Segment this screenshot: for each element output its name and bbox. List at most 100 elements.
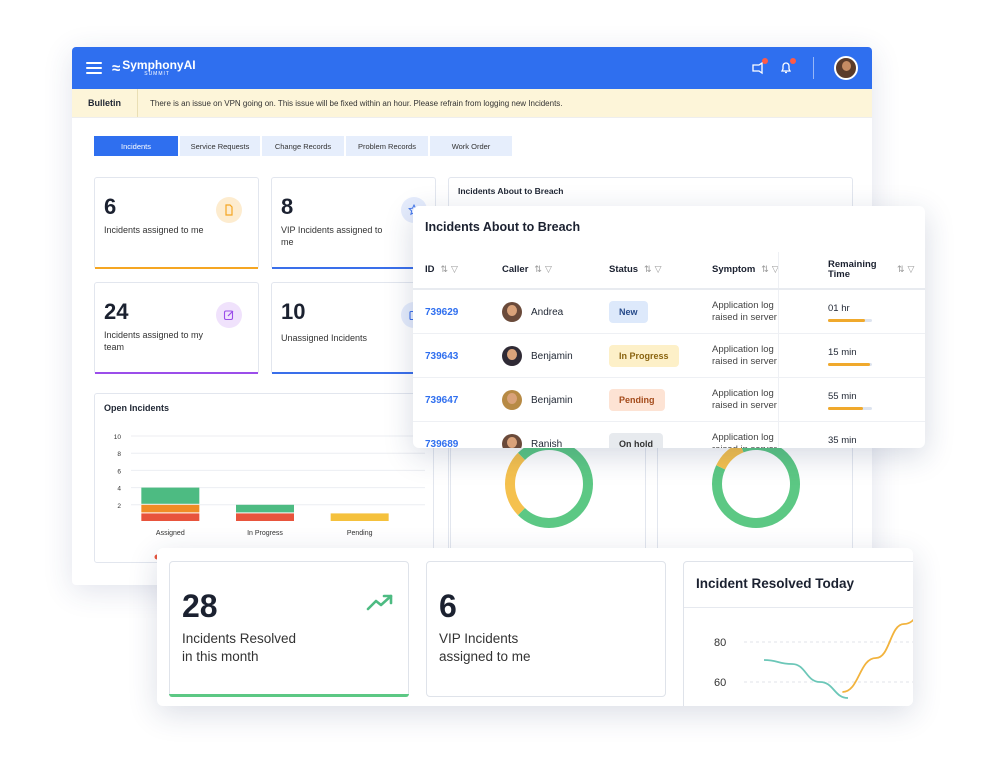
bar-medium[interactable] [330, 513, 389, 521]
incident-id-link[interactable]: 739643 [425, 350, 459, 362]
caller-name: Andrea [531, 306, 564, 318]
donut-slice-missed[interactable] [716, 443, 744, 470]
column-header-id[interactable]: ID ⇅▽ [425, 264, 461, 276]
brand-name: SymphonyAI [122, 58, 196, 72]
incident-id-link[interactable]: 739647 [425, 394, 459, 406]
stat-label: Unassigned Incidents [281, 333, 368, 343]
remaining-time-bar [828, 318, 872, 322]
stat-accent-bar [95, 267, 258, 269]
bar-low[interactable] [236, 504, 294, 513]
vip-summary-value: 6 [439, 588, 457, 624]
stat-value: 6 [104, 194, 117, 219]
column-header-remaining-time-controls[interactable]: ⇅▽ [891, 252, 917, 288]
bar-critical[interactable] [141, 513, 200, 521]
breach-table-row[interactable]: 739689 Ranish On hold Application log raise… [413, 422, 925, 448]
stat-accent-bar [272, 372, 435, 374]
notification-bell-icon[interactable] [779, 58, 796, 75]
incident-id-link[interactable]: 739689 [425, 438, 459, 449]
tab-work-order[interactable]: Work Order [430, 136, 512, 156]
caller-avatar [502, 302, 522, 322]
remaining-time-fill [828, 406, 864, 410]
remaining-time-fill [828, 362, 870, 366]
caller-name: Ranish [531, 438, 563, 449]
bulletin-label: Bulletin [72, 89, 138, 117]
column-header-remaining-time[interactable]: Remaining Time [828, 259, 877, 280]
stat-value: 8 [281, 194, 294, 219]
vip-summary-label: VIP Incidents assigned to me [439, 631, 531, 665]
x-tick-label: In Progress [247, 530, 283, 537]
tab-change-records[interactable]: Change Records [262, 136, 344, 156]
sla-donut-card-1: MetMissed [450, 427, 646, 561]
document-icon [216, 197, 242, 223]
y-tick-label: 8 [117, 451, 121, 458]
donut-slice-missed[interactable] [505, 452, 526, 516]
caller-avatar [502, 346, 522, 366]
sla-donut-chart: MetMissed [505, 440, 593, 559]
tab-incidents[interactable]: Incidents [94, 136, 178, 156]
record-tabs: Incidents Service Requests Change Record… [94, 136, 512, 156]
sort-filter-icon[interactable]: ⇅▽ [897, 264, 918, 275]
y-tick-label: 4 [117, 486, 121, 493]
symptom-text: Application log raised in server [712, 387, 777, 411]
status-badge: Pending [609, 389, 665, 411]
vip-summary-card[interactable]: 6 VIP Incidents assigned to me [426, 561, 666, 697]
symptom-text: Application log raised in server [712, 431, 777, 448]
header-divider [813, 57, 814, 79]
incident-id-link[interactable]: 739629 [425, 306, 459, 318]
stat-card-assigned[interactable]: 6 Incidents assigned to me [94, 177, 259, 269]
resolved-today-title: Incident Resolved Today [696, 576, 855, 591]
edit-icon [216, 302, 242, 328]
resolved-month-card[interactable]: 28 Incidents Resolved in this month [169, 561, 409, 697]
brand-logo-mark: ≈ [112, 59, 120, 77]
user-avatar[interactable] [834, 56, 858, 80]
caller-avatar [502, 390, 522, 410]
bar-low[interactable] [141, 487, 200, 504]
breach-table-row[interactable]: 739643 Benjamin In Progress Application log… [413, 334, 925, 378]
symptom-text: Application log raised in server [712, 343, 777, 367]
bar-critical[interactable] [236, 513, 294, 521]
sla-donut-card-2: MetMissed [657, 427, 853, 561]
remaining-time-bar [828, 406, 872, 410]
announcement-icon[interactable] [751, 58, 768, 75]
stat-value: 10 [281, 299, 306, 324]
breach-title: Incidents About to Breach [425, 220, 581, 234]
top-bar: ≈ SymphonyAI SUMMIT [72, 47, 872, 89]
stat-card-vip[interactable]: 8 VIP Incidents assigned to me [271, 177, 436, 269]
sort-filter-icon[interactable]: ⇅▽ [644, 264, 665, 275]
sort-filter-icon[interactable]: ⇅▽ [534, 264, 555, 275]
bar-high[interactable] [141, 504, 200, 513]
tab-problem-records[interactable]: Problem Records [346, 136, 428, 156]
status-badge: New [609, 301, 648, 323]
remaining-time-value: 01 hr [828, 302, 850, 314]
column-header-symptom[interactable]: Symptom ⇅▽ [712, 264, 782, 276]
resolved-month-label: Incidents Resolved in this month [182, 631, 297, 665]
tab-service-requests[interactable]: Service Requests [180, 136, 260, 156]
stat-card-team[interactable]: 24 Incidents assigned to my team [94, 282, 259, 374]
breach-table-row[interactable]: 739629 Andrea New Application log raised in… [413, 290, 925, 334]
line-series-1[interactable] [763, 659, 849, 699]
sort-filter-icon[interactable]: ⇅▽ [440, 264, 461, 275]
caller-avatar [502, 434, 522, 448]
column-header-caller[interactable]: Caller ⇅▽ [502, 264, 555, 276]
line-series-2[interactable] [842, 612, 913, 693]
donut-slice-met[interactable] [517, 440, 593, 528]
bulletin-text: There is an issue on VPN going on. This … [150, 98, 563, 108]
caller-name: Benjamin [531, 350, 573, 362]
symptom-text: Application log raised in server [712, 299, 777, 323]
breach-table-row[interactable]: 739647 Benjamin Pending Application log rai… [413, 378, 925, 422]
open-incidents-title: Open Incidents [104, 403, 170, 413]
donut-slice-met[interactable] [712, 440, 800, 528]
brand-subname: SUMMIT [144, 71, 170, 77]
stat-card-unassigned[interactable]: 10 Unassigned Incidents [271, 282, 436, 374]
x-tick-label: Assigned [156, 530, 185, 537]
remaining-time-value: 35 min [828, 434, 857, 446]
y-tick-label: 10 [114, 434, 122, 441]
brand-logo[interactable]: ≈ SymphonyAI SUMMIT [112, 59, 196, 77]
remaining-time-value: 15 min [828, 346, 857, 358]
remaining-time-fill [828, 318, 866, 322]
menu-icon[interactable] [86, 62, 102, 74]
column-header-status[interactable]: Status ⇅▽ [609, 264, 665, 276]
sort-filter-icon[interactable]: ⇅▽ [761, 264, 782, 275]
y-tick-label: 6 [117, 468, 121, 475]
x-tick-label: Pending [347, 530, 373, 537]
